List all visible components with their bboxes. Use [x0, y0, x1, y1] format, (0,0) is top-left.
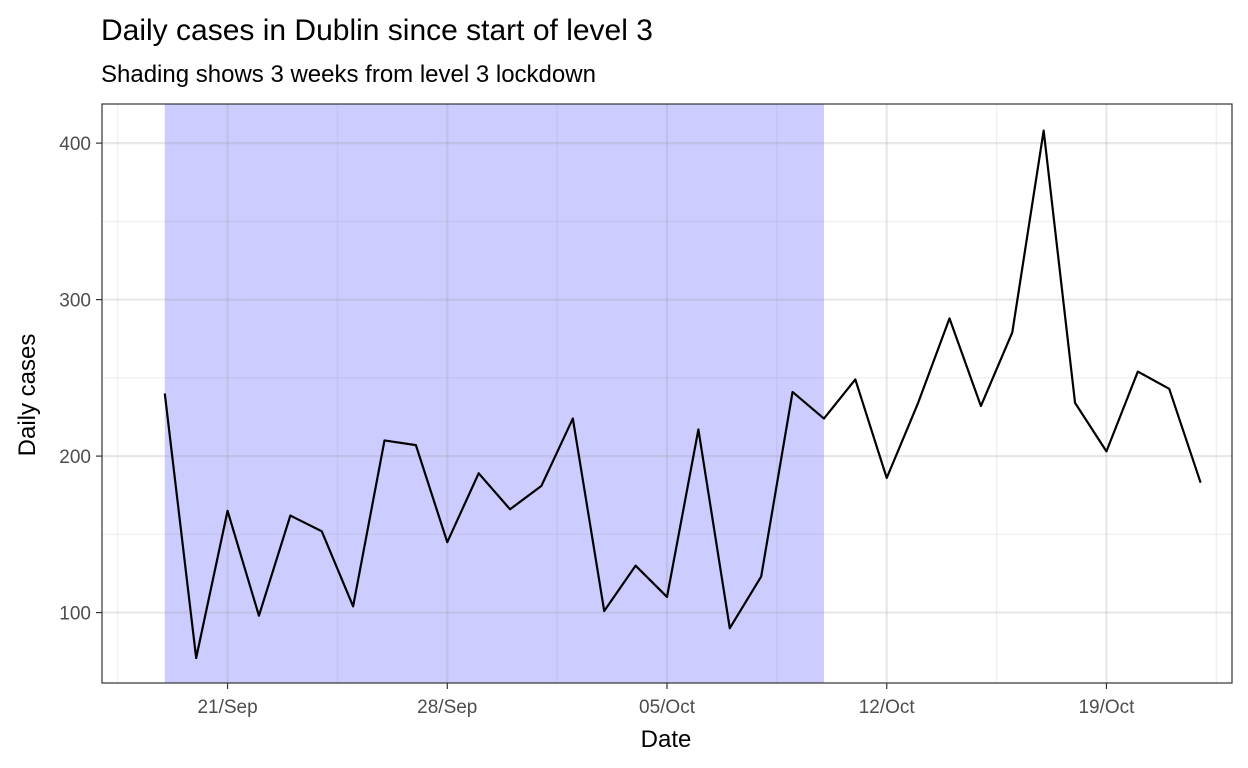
y-tick-label: 100	[59, 604, 91, 625]
shaded-region	[164, 104, 824, 683]
chart-title: Daily cases in Dublin since start of lev…	[101, 14, 653, 47]
chart-subtitle: Shading shows 3 weeks from level 3 lockd…	[101, 61, 596, 88]
y-tick-label: 200	[59, 447, 91, 468]
series-line	[163, 129, 1202, 660]
x-tick-label: 05/Oct	[639, 697, 696, 718]
x-tick-label: 12/Oct	[859, 697, 916, 718]
x-tick-label: 28/Sep	[417, 697, 477, 718]
grid-major	[102, 104, 1232, 683]
grid-minor	[102, 104, 1232, 683]
x-axis-title: Date	[641, 726, 692, 753]
y-axis: 100 200 300 400	[59, 134, 102, 625]
y-axis-title: Daily cases	[14, 334, 41, 457]
y-tick-label: 300	[59, 291, 91, 312]
x-tick-label: 21/Sep	[197, 697, 257, 718]
y-tick-label: 400	[59, 134, 91, 155]
x-axis: 21/Sep 28/Sep 05/Oct 12/Oct 19/Oct	[197, 683, 1135, 718]
x-tick-label: 19/Oct	[1078, 697, 1135, 718]
